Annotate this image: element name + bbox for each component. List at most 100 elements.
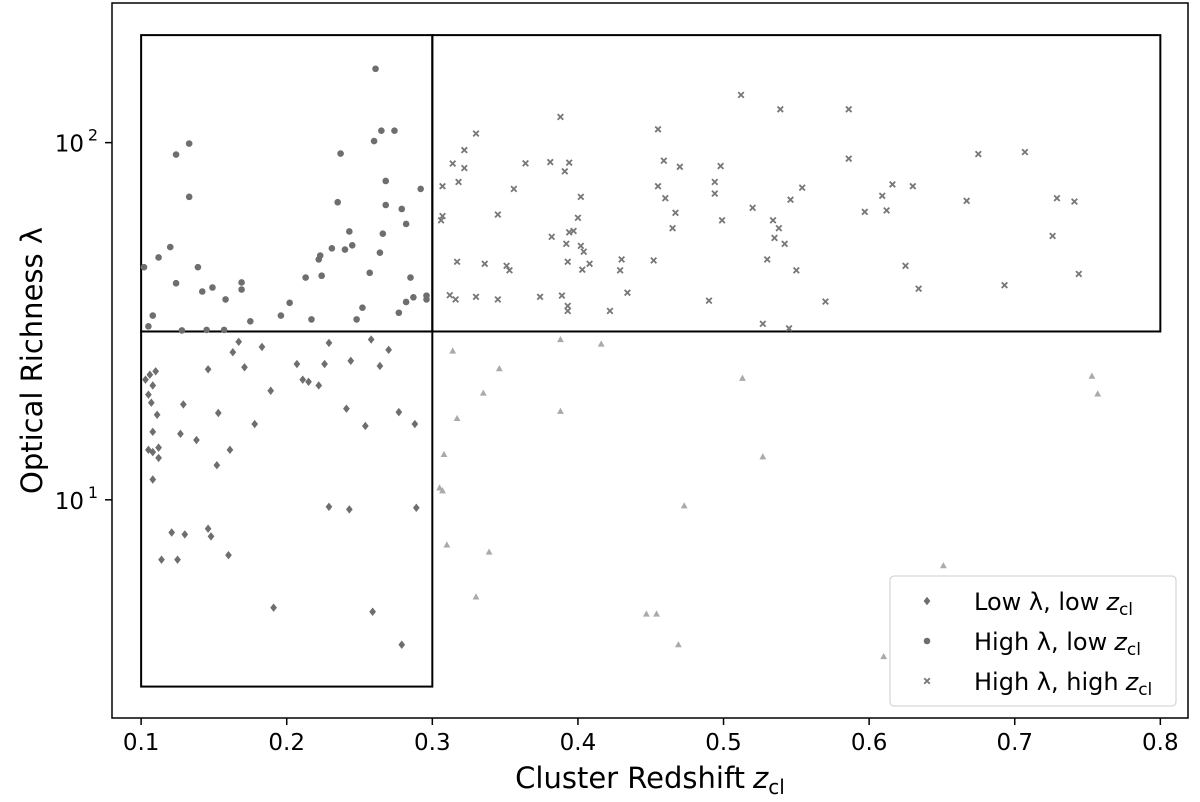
point	[705, 297, 713, 305]
point	[785, 324, 793, 332]
point	[902, 262, 909, 270]
legend-label-var: z	[1125, 668, 1140, 696]
y-tick-base: 10	[55, 132, 84, 158]
point	[565, 159, 573, 167]
point	[149, 447, 157, 457]
point	[315, 381, 323, 390]
point	[222, 296, 229, 303]
point	[472, 293, 480, 301]
point	[577, 193, 585, 201]
point	[1070, 198, 1078, 205]
point	[580, 248, 588, 256]
point	[152, 367, 160, 376]
point	[328, 245, 336, 252]
point	[305, 377, 312, 387]
legend-label: High λ, low zcl	[974, 628, 1141, 660]
x-tick-label: 0.5	[705, 730, 742, 756]
legend-label: High λ, high zcl	[974, 668, 1152, 700]
x-axis-label-sub: cl	[768, 775, 785, 799]
selection-region	[140, 34, 434, 333]
legend-label-sub: cl	[1127, 640, 1141, 660]
point	[286, 299, 293, 307]
selection-region	[140, 330, 434, 688]
point	[348, 241, 356, 249]
point	[503, 262, 511, 270]
point	[650, 256, 658, 264]
point	[440, 450, 448, 458]
y-tick-base: 10	[55, 489, 84, 515]
point	[939, 562, 947, 569]
x-tick-label: 0.1	[123, 730, 160, 756]
point	[654, 125, 662, 133]
point	[915, 285, 923, 293]
point	[763, 255, 771, 263]
point	[974, 150, 982, 158]
point	[479, 389, 487, 396]
point	[220, 326, 228, 334]
point	[147, 398, 155, 407]
point	[172, 151, 180, 158]
point	[861, 208, 869, 216]
point	[376, 361, 384, 371]
legend-box	[889, 575, 1177, 707]
legend-marker	[923, 596, 931, 606]
point	[597, 340, 605, 347]
point	[346, 228, 353, 235]
point	[267, 386, 275, 395]
point	[1053, 194, 1061, 202]
point	[318, 272, 325, 280]
point	[711, 178, 719, 186]
point	[334, 198, 341, 206]
x-tick-label: 0.3	[414, 730, 451, 756]
point	[642, 610, 650, 617]
point	[158, 555, 165, 564]
point	[557, 113, 564, 121]
point	[495, 365, 503, 372]
x-axis-label-var: z	[752, 761, 769, 795]
point	[385, 345, 393, 355]
legend-label-text: High λ, high	[974, 668, 1119, 696]
point	[674, 641, 682, 648]
point	[717, 162, 725, 170]
point	[654, 182, 662, 190]
point	[341, 246, 349, 253]
point	[660, 157, 668, 165]
point	[178, 327, 186, 334]
point	[769, 216, 777, 224]
point	[494, 211, 502, 218]
point	[570, 227, 577, 235]
point	[446, 291, 454, 299]
point	[185, 193, 193, 201]
point	[149, 381, 157, 390]
point	[437, 216, 445, 224]
point	[676, 163, 684, 171]
point	[391, 127, 398, 134]
point	[558, 292, 566, 300]
point	[771, 234, 778, 242]
point	[204, 524, 212, 533]
selection-region	[431, 34, 1162, 333]
legend-label-text: Low λ, low	[974, 588, 1099, 616]
point	[536, 293, 544, 301]
point	[277, 312, 285, 319]
point	[574, 214, 582, 222]
point	[759, 453, 767, 460]
point	[439, 487, 446, 494]
point	[299, 375, 307, 384]
point	[203, 326, 210, 334]
point	[146, 370, 154, 379]
point	[557, 335, 564, 343]
point	[452, 295, 460, 303]
point	[370, 137, 378, 145]
y-tick-exponent: 1	[88, 483, 98, 502]
point	[564, 302, 572, 310]
point	[510, 185, 518, 193]
x-axis-label: Cluster Redshift zcl	[515, 761, 785, 799]
y-tick-label: 10	[55, 132, 84, 158]
point	[449, 347, 457, 354]
point	[382, 201, 390, 209]
point	[168, 528, 176, 537]
point	[775, 224, 783, 232]
x-tick-label: 0.6	[851, 730, 888, 756]
point	[140, 263, 148, 271]
